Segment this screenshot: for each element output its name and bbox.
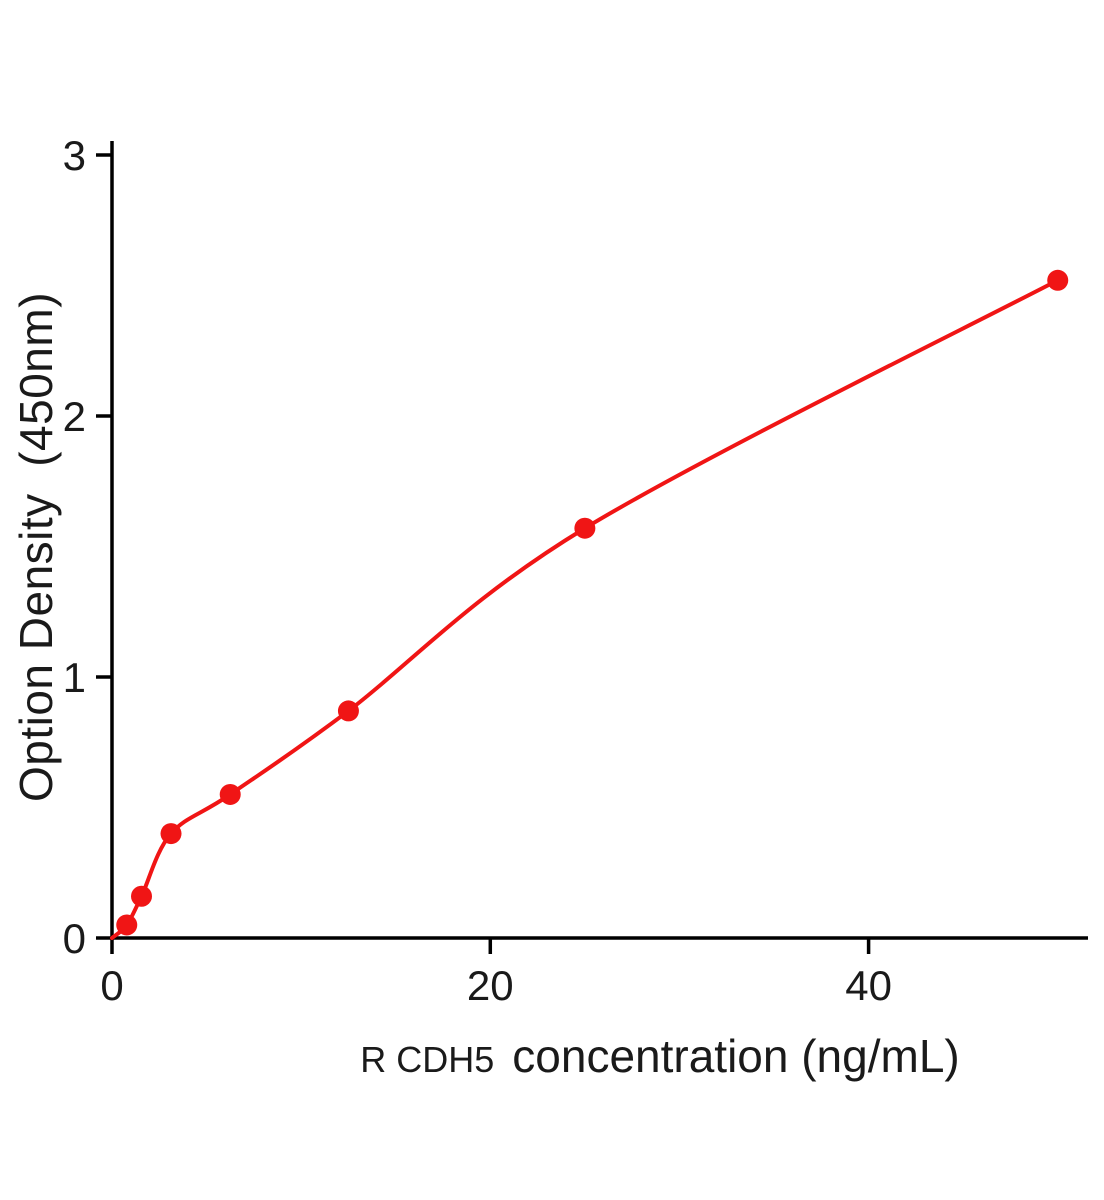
x-axis-title-main: concentration (ng/mL) (512, 1030, 960, 1082)
data-point (337, 700, 359, 722)
x-axis-title: R CDH5 concentration (ng/mL) (360, 1029, 959, 1083)
x-tick-label: 20 (467, 962, 514, 1009)
x-axis-title-prefix: R CDH5 (360, 1039, 495, 1080)
x-tick-label: 0 (100, 962, 123, 1009)
data-point (131, 885, 153, 907)
data-point (574, 517, 596, 539)
y-tick-label: 2 (63, 393, 86, 440)
y-tick-label: 0 (63, 915, 86, 962)
data-point (1047, 269, 1069, 291)
data-point (160, 823, 182, 845)
fit-curve (110, 278, 1060, 940)
y-axis-title: Option Density (450nm) (10, 291, 62, 803)
data-point (219, 783, 241, 805)
y-tick-label: 1 (63, 654, 86, 701)
y-tick-label: 3 (63, 132, 86, 179)
data-point (116, 914, 138, 936)
x-tick-label: 40 (845, 962, 892, 1009)
